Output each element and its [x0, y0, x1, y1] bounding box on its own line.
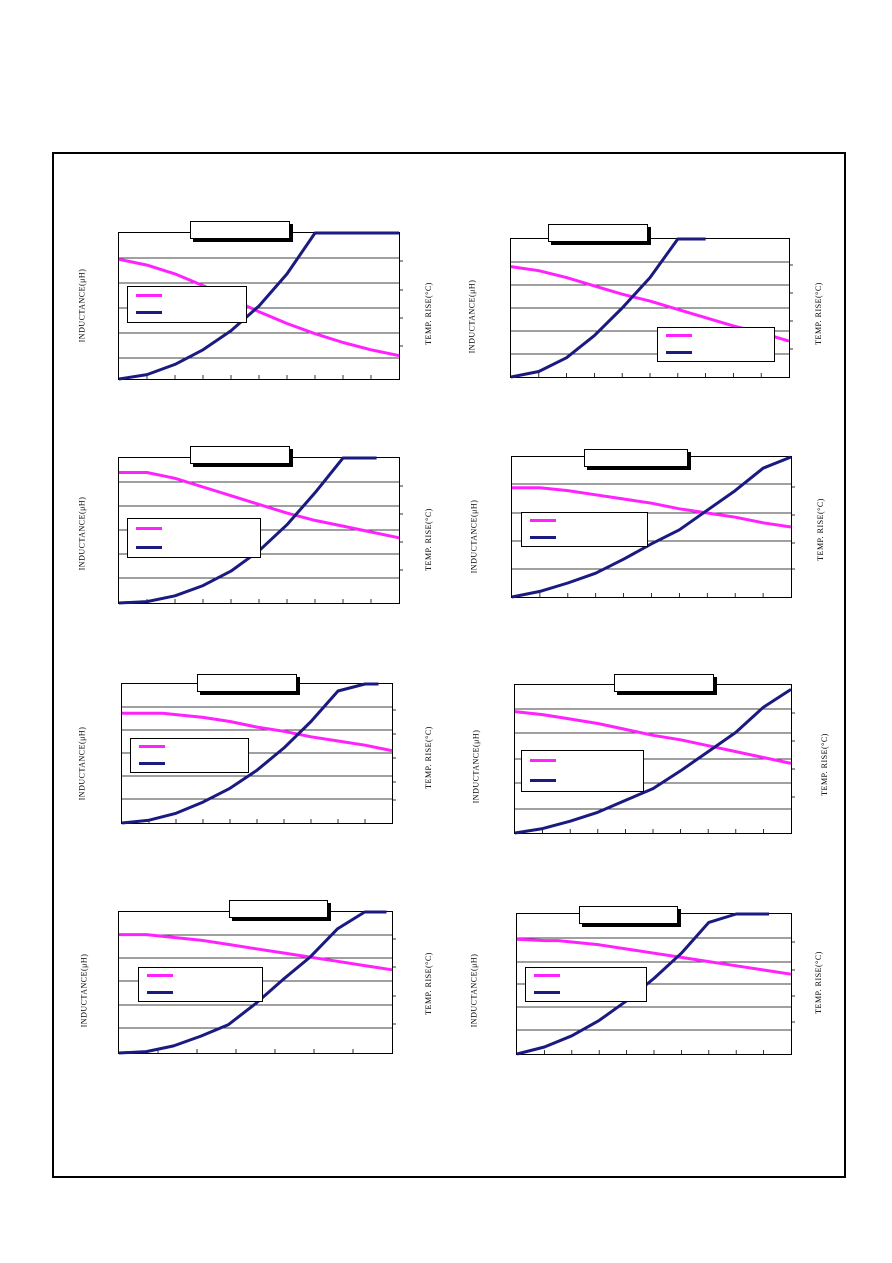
- temp-rise-line: [121, 682, 379, 825]
- chart-svg: [516, 912, 795, 1056]
- chart-title-box: [190, 221, 290, 239]
- y2-axis-label: TEMP. RISE(°C): [815, 497, 825, 561]
- legend-swatch: [530, 519, 556, 523]
- legend-swatch: [136, 293, 162, 297]
- legend-swatch: [147, 990, 173, 994]
- y2-axis-label: TEMP. RISE(°C): [423, 281, 433, 345]
- inductance-line: [514, 710, 792, 765]
- legend: [127, 286, 247, 323]
- temp-rise-line: [510, 237, 706, 379]
- inductance-line: [119, 471, 400, 540]
- inductance-line: [122, 711, 393, 753]
- legend-entry: [139, 968, 262, 982]
- chart-title-box: [229, 900, 328, 918]
- legend: [127, 518, 261, 558]
- y2-axis-label: TEMP. RISE(°C): [423, 951, 433, 1015]
- y-axis-label: INDUCTANCE(μH): [77, 268, 87, 342]
- legend-entry: [128, 521, 260, 535]
- legend-swatch: [534, 974, 560, 978]
- chart-svg: [511, 455, 795, 599]
- legend-entry: [522, 773, 643, 787]
- inductance-line: [512, 486, 792, 529]
- legend-entry: [522, 513, 647, 527]
- legend: [657, 327, 775, 362]
- legend: [525, 967, 647, 1002]
- legend-entry: [139, 985, 262, 999]
- legend-swatch: [136, 545, 162, 549]
- legend: [130, 738, 249, 773]
- legend-swatch: [139, 761, 165, 765]
- plot-area: [514, 684, 795, 835]
- chart-title-box: [190, 446, 290, 464]
- temp-rise-line: [514, 688, 792, 835]
- legend-swatch: [530, 759, 556, 762]
- y-axis-label: INDUCTANCE(μH): [469, 953, 479, 1027]
- legend-swatch: [666, 334, 692, 338]
- inductance-line: [516, 937, 792, 976]
- y-axis-label: INDUCTANCE(μH): [77, 726, 87, 800]
- legend: [138, 967, 263, 1002]
- chart-svg: [118, 231, 403, 381]
- chart-title-box: [614, 674, 714, 692]
- y-axis-label: INDUCTANCE(μH): [77, 496, 87, 570]
- legend: [521, 512, 648, 547]
- legend-swatch: [139, 745, 165, 749]
- legend-entry: [526, 968, 646, 982]
- legend-swatch: [530, 779, 556, 782]
- legend-swatch: [530, 535, 556, 539]
- legend-swatch: [136, 311, 162, 315]
- chart-svg: [514, 688, 795, 835]
- legend-entry: [522, 530, 647, 544]
- y2-axis-label: TEMP. RISE(°C): [819, 732, 829, 796]
- legend-swatch: [136, 526, 162, 530]
- legend-entry: [658, 328, 774, 342]
- legend-swatch: [534, 990, 560, 994]
- y-axis-label: INDUCTANCE(μH): [467, 279, 477, 353]
- chart-title-box: [548, 224, 648, 242]
- legend-swatch: [666, 350, 692, 354]
- inductance-line: [119, 933, 393, 972]
- legend-entry: [128, 288, 246, 302]
- y-axis-label: INDUCTANCE(μH): [79, 953, 89, 1027]
- chart-title-box: [579, 906, 678, 924]
- inductance-line: [118, 257, 400, 358]
- legend-swatch: [147, 974, 173, 978]
- legend-entry: [522, 753, 643, 767]
- temp-rise-line: [516, 912, 770, 1056]
- y-axis-label: INDUCTANCE(μH): [469, 499, 479, 573]
- temp-rise-line: [511, 455, 792, 599]
- temp-rise-line: [118, 910, 387, 1055]
- legend-entry: [526, 985, 646, 999]
- y-axis-label: INDUCTANCE(μH): [471, 729, 481, 803]
- legend-entry: [128, 540, 260, 554]
- chart-title-box: [197, 674, 297, 692]
- y2-axis-label: TEMP. RISE(°C): [813, 281, 823, 345]
- chart-svg: [121, 682, 396, 825]
- legend-entry: [128, 305, 246, 319]
- legend-entry: [658, 345, 774, 359]
- y2-axis-label: TEMP. RISE(°C): [813, 950, 823, 1014]
- temp-rise-line: [118, 231, 399, 381]
- y2-axis-label: TEMP. RISE(°C): [423, 507, 433, 571]
- chart-title-box: [584, 449, 688, 467]
- legend: [521, 750, 644, 792]
- figure-frame: [52, 152, 846, 1178]
- y2-axis-label: TEMP. RISE(°C): [423, 725, 433, 789]
- legend-entry: [131, 756, 248, 770]
- legend-entry: [131, 739, 248, 753]
